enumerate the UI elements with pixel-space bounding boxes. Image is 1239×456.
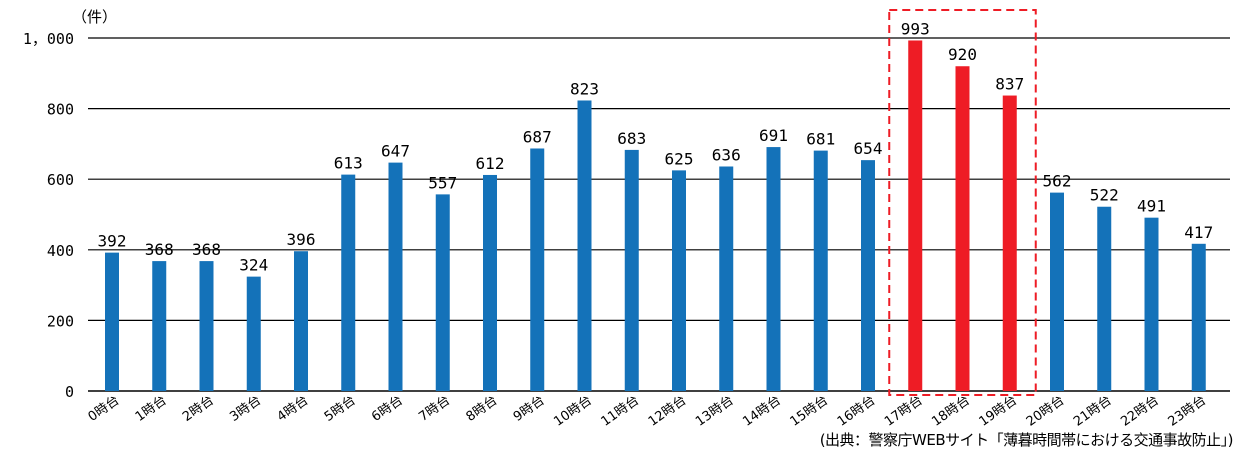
data-label: 823 [570,79,599,98]
data-label: 396 [287,230,316,249]
x-tick-label: 21時台 [1071,393,1114,430]
x-tick-label: 11時台 [599,393,642,430]
bar [908,40,923,391]
x-tick-label: 2時台 [180,393,217,425]
bar [105,252,119,391]
data-label: 557 [428,173,457,192]
bar [152,261,167,391]
bar [1050,192,1064,391]
bar [294,251,308,391]
bar [530,148,545,391]
x-tick-label: 6時台 [369,393,406,425]
bar [861,160,875,391]
x-tick-label: 14時台 [740,393,783,430]
source-note: (出典：警察庁WEBサイト「薄暮時間帯における交通事故防止」) [819,431,1234,449]
bar [388,162,403,391]
data-label: 625 [665,149,694,168]
data-label: 562 [1043,172,1072,191]
bar [483,174,497,391]
bar [672,170,686,391]
bar [1144,217,1159,391]
x-tick-label: 8時台 [464,393,501,425]
x-tick-label: 12時台 [646,393,689,430]
data-label: 691 [759,126,788,145]
data-label: 324 [239,256,268,275]
x-tick-label: 18時台 [929,393,972,430]
x-tick-label: 20時台 [1024,393,1067,430]
y-axis-unit-label: （件） [72,8,117,26]
bar [719,166,734,391]
data-label: 920 [948,45,977,64]
x-tick-label: 13時台 [693,393,736,430]
bar [1097,206,1112,391]
y-axis-tick-labels: 0 200 400 600 800 1，000 [23,30,74,401]
data-label: 368 [192,240,221,259]
data-labels: 392 368 368 324 396 613 647 557 612 687 823 683 625 6… [98,19,1214,274]
x-tick-label: 19時台 [977,393,1020,430]
data-label: 683 [617,129,646,148]
data-label: 687 [523,127,552,146]
bar [341,174,356,391]
x-tick-label: 23時台 [1166,393,1209,430]
gridlines [88,37,1230,392]
x-tick-label: 9時台 [511,393,548,425]
x-tick-label: 5時台 [322,393,359,425]
bar [766,147,781,391]
data-label: 681 [806,130,835,149]
bar [199,261,214,391]
data-label: 392 [98,232,127,251]
y-tick-label: 1，000 [23,30,74,48]
data-label: 522 [1090,186,1119,205]
data-label: 613 [334,154,363,173]
x-tick-label: 0時台 [86,393,123,425]
y-tick-label: 200 [47,312,74,330]
bar [577,100,592,391]
bar [1002,95,1017,391]
y-tick-label: 0 [65,383,74,401]
y-tick-label: 600 [47,171,74,189]
bar [246,276,261,391]
x-axis-tick-labels: 0時台 1時台 2時台 3時台 4時台 5時台 6時台 7時台 8時台 9時台 10時台 11時台 12… [86,393,1209,430]
data-label: 368 [145,240,174,259]
bar [813,150,828,391]
bar [435,194,450,391]
data-label: 417 [1184,223,1213,242]
data-label: 647 [381,142,410,161]
bar [955,66,970,392]
bar [1191,243,1206,391]
x-tick-label: 22時台 [1118,393,1161,430]
y-tick-label: 800 [47,101,74,119]
x-tick-label: 7時台 [416,393,453,425]
x-tick-label: 17時台 [882,393,925,430]
bar [624,149,639,391]
highlight-box [888,9,1037,396]
data-label: 993 [901,19,930,38]
data-label: 654 [854,139,883,158]
y-tick-label: 400 [47,242,74,260]
x-tick-label: 16時台 [835,393,878,430]
x-tick-label: 15時台 [788,393,831,430]
data-label: 612 [476,154,505,173]
data-label: 636 [712,145,741,164]
data-label: 837 [995,75,1024,94]
x-tick-label: 3時台 [227,393,264,425]
x-tick-label: 1時台 [133,393,170,425]
bars [105,40,1206,392]
x-tick-label: 4時台 [275,393,312,425]
x-tick-label: 10時台 [551,393,594,430]
data-label: 491 [1137,197,1166,216]
